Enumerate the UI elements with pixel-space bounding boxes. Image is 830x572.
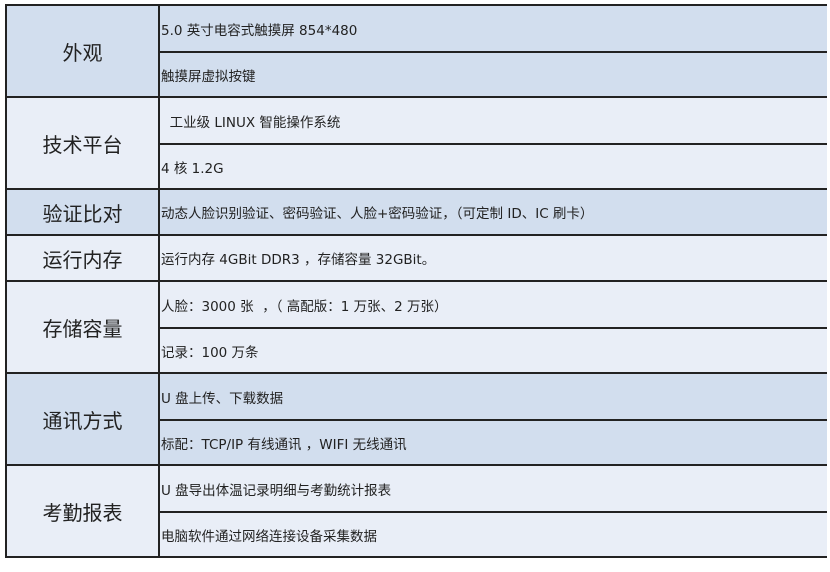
spec-table: 外观 5.0 英寸电容式触摸屏 854*480 触摸屏虚拟按键 技术平台 工业级… [5,4,827,558]
row-label: 通讯方式 [7,374,160,464]
row-label: 运行内存 [7,236,160,280]
row-label: 考勤报表 [7,466,160,556]
row-value: 记录：100 万条 [160,327,827,372]
row-storage: 存储容量 人脸：3000 张 ，（ 高配版：1 万张、2 万张） 记录：100 … [5,282,827,374]
row-label: 验证比对 [7,190,160,234]
row-label: 存储容量 [7,282,160,372]
row-value: 人脸：3000 张 ，（ 高配版：1 万张、2 万张） [161,298,448,315]
row-value: U 盘导出体温记录明细与考勤统计报表 [161,482,392,499]
row-value: U 盘上传、下载数据 [161,390,284,407]
row-value: 4 核 1.2G [160,143,827,188]
row-value: 运行内存 4GBit DDR3 ，存储容量 32GBit。 [161,252,436,268]
row-label: 技术平台 [7,98,160,188]
row-memory: 运行内存 运行内存 4GBit DDR3 ，存储容量 32GBit。 [5,236,827,282]
row-value: 标配：TCP/IP 有线通讯 ，WIFI 无线通讯 [160,419,827,464]
row-label: 外观 [7,6,160,96]
row-platform: 技术平台 工业级 LINUX 智能操作系统 4 核 1.2G [5,98,827,190]
row-appearance: 外观 5.0 英寸电容式触摸屏 854*480 触摸屏虚拟按键 [5,6,827,98]
row-value: 5.0 英寸电容式触摸屏 854*480 [161,22,358,39]
row-value: 电脑软件通过网络连接设备采集数据 [160,511,827,556]
row-verification: 验证比对 动态人脸识别验证、密码验证、人脸+密码验证，（可定制 ID、IC 刷卡… [5,190,827,236]
row-attendance-report: 考勤报表 U 盘导出体温记录明细与考勤统计报表 电脑软件通过网络连接设备采集数据 [5,466,827,558]
row-value: 工业级 LINUX 智能操作系统 [161,114,341,131]
row-value: 动态人脸识别验证、密码验证、人脸+密码验证，（可定制 ID、IC 刷卡） [161,206,594,222]
row-value: 触摸屏虚拟按键 [160,51,827,96]
row-communication: 通讯方式 U 盘上传、下载数据 标配：TCP/IP 有线通讯 ，WIFI 无线通… [5,374,827,466]
